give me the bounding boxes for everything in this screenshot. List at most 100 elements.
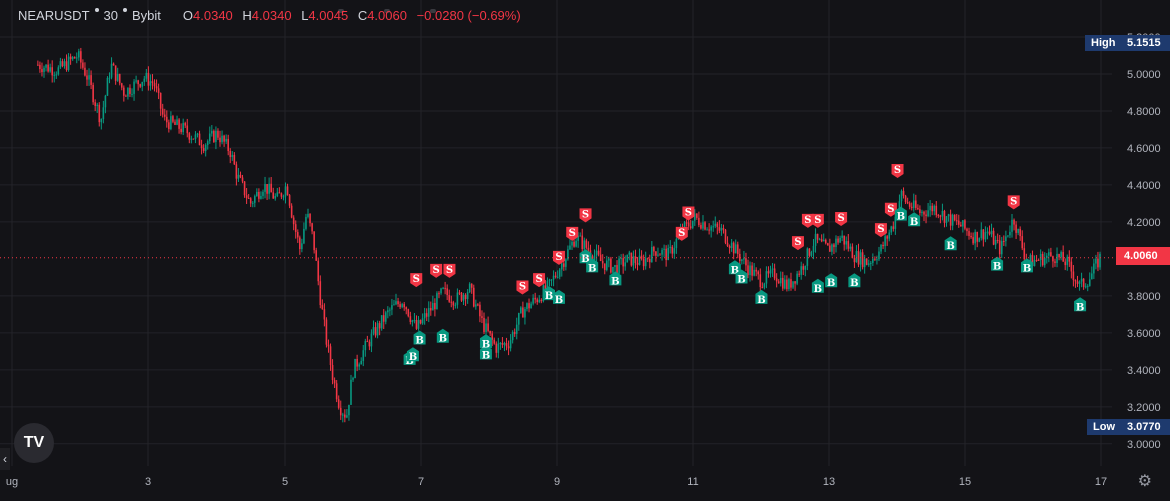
candle-body	[833, 244, 835, 248]
legend-dot	[122, 8, 127, 12]
buy-signal-marker[interactable]: B	[848, 273, 861, 289]
sell-signal-marker[interactable]: S	[874, 223, 887, 238]
buy-signal-marker[interactable]: B	[579, 249, 592, 265]
candle-body	[294, 224, 297, 233]
sell-signal-marker[interactable]: S	[891, 163, 904, 178]
candle-body	[810, 252, 813, 256]
sell-signal-marker[interactable]: S	[430, 263, 443, 278]
candle-body	[638, 255, 641, 265]
buy-signal-marker[interactable]: B	[991, 256, 1004, 273]
sell-signal-marker[interactable]: S	[410, 273, 423, 288]
buy-signal-marker[interactable]: B	[825, 273, 838, 289]
buy-marker-shape	[944, 236, 957, 251]
symbol-legend[interactable]: NEARUSDT 30 Bybit O4.0340 H4.0340 L4.004…	[18, 8, 527, 23]
buy-signal-marker[interactable]: B	[894, 206, 907, 223]
buy-signal-marker[interactable]: B	[479, 334, 492, 350]
buy-signal-marker[interactable]: B	[479, 345, 492, 361]
candle-body	[894, 216, 897, 229]
candle-body	[114, 65, 117, 81]
candle-body	[659, 254, 661, 256]
candle-body	[102, 107, 105, 119]
interval-label[interactable]: 30	[103, 8, 118, 23]
price-tick-label: 4.8000	[1127, 106, 1161, 118]
sell-signal-marker[interactable]: S	[516, 280, 529, 295]
candle-body	[1029, 255, 1032, 263]
sell-signal-marker[interactable]: S	[566, 226, 579, 241]
sell-signal-marker[interactable]: S	[552, 250, 565, 265]
buy-signal-marker[interactable]: B	[552, 289, 565, 306]
time-axis[interactable]: ug 3 5 7 9 11 13 15 17	[6, 476, 1107, 488]
candle-body	[935, 205, 938, 216]
candle-body	[812, 245, 815, 253]
sell-signal-marker[interactable]: S	[579, 208, 592, 223]
candle-body	[743, 258, 745, 260]
candle-body	[317, 260, 320, 282]
price-axis[interactable]: 5.20005.00004.80004.60004.40004.20003.80…	[1127, 32, 1161, 451]
candle-body	[123, 87, 125, 96]
candle-body	[454, 304, 457, 306]
buy-signal-marker[interactable]: B	[586, 258, 599, 274]
buy-signal-marker[interactable]: B	[609, 271, 622, 287]
symbol-name[interactable]: NEARUSDT	[18, 8, 90, 23]
time-tick-label: 3	[145, 476, 151, 488]
signal-letter: B	[482, 339, 490, 350]
candle-body	[671, 246, 674, 254]
candle-body	[1078, 281, 1081, 284]
sell-marker-shape	[811, 213, 824, 228]
candle-body	[565, 259, 567, 267]
candle-body	[957, 220, 960, 225]
buy-signal-marker[interactable]: B	[1074, 297, 1087, 313]
buy-marker-shape	[543, 286, 556, 301]
candle-body	[980, 229, 983, 239]
buy-signal-marker[interactable]: B	[811, 278, 824, 295]
candle-body	[1074, 280, 1077, 282]
buy-signal-marker[interactable]: B	[755, 289, 768, 306]
candle-body	[323, 309, 326, 320]
sell-signal-marker[interactable]: S	[675, 226, 688, 241]
sell-signal-marker[interactable]: S	[443, 263, 456, 278]
buy-signal-marker[interactable]: B	[406, 347, 419, 363]
candle-body	[458, 292, 461, 294]
candle-body	[243, 181, 246, 196]
buy-signal-marker[interactable]: B	[413, 330, 426, 347]
buy-signal-marker[interactable]: B	[543, 286, 556, 302]
candle-body	[726, 242, 729, 247]
buy-signal-marker[interactable]: B	[908, 212, 921, 228]
buy-signal-marker[interactable]: B	[436, 328, 449, 345]
candle-body	[802, 266, 805, 270]
buy-signal-marker[interactable]: B	[1020, 258, 1033, 274]
sell-signal-marker[interactable]: S	[791, 236, 804, 251]
sell-signal-marker[interactable]: S	[1007, 195, 1020, 210]
buy-signal-marker[interactable]: B	[944, 236, 957, 252]
price-tick-label: 4.6000	[1127, 143, 1161, 155]
high-tag-value: 5.1515	[1121, 35, 1170, 51]
candle-body	[286, 186, 289, 196]
sell-signal-marker[interactable]: S	[835, 212, 848, 227]
candle-body	[581, 235, 584, 250]
buy-marker-shape	[406, 347, 419, 362]
candle-body	[777, 281, 780, 284]
gear-icon[interactable]: ⚙	[1137, 473, 1152, 490]
candle-body	[372, 327, 375, 334]
sell-signal-marker[interactable]: S	[682, 206, 695, 221]
high-label: H	[242, 8, 252, 23]
buy-signal-marker[interactable]: B	[735, 269, 748, 286]
candle-body	[732, 242, 735, 254]
sell-signal-marker[interactable]: S	[884, 202, 897, 217]
exchange-label: Bybit	[131, 8, 161, 23]
sell-marker-shape	[682, 206, 695, 221]
candle-body	[620, 258, 622, 260]
candle-body	[202, 148, 205, 152]
candle-body	[773, 268, 776, 279]
chevron-left-icon[interactable]: ‹	[0, 448, 10, 470]
sell-signal-marker[interactable]: S	[801, 213, 814, 228]
candle-body	[120, 83, 123, 88]
candle-body	[984, 232, 987, 240]
sell-signal-marker[interactable]: S	[533, 273, 546, 288]
candlestick-series	[37, 47, 1101, 423]
sell-signal-marker[interactable]: S	[811, 213, 824, 228]
candle-body	[1011, 219, 1013, 232]
tradingview-logo-icon[interactable]: TV	[14, 423, 54, 463]
buy-signal-marker[interactable]: B	[728, 260, 741, 276]
